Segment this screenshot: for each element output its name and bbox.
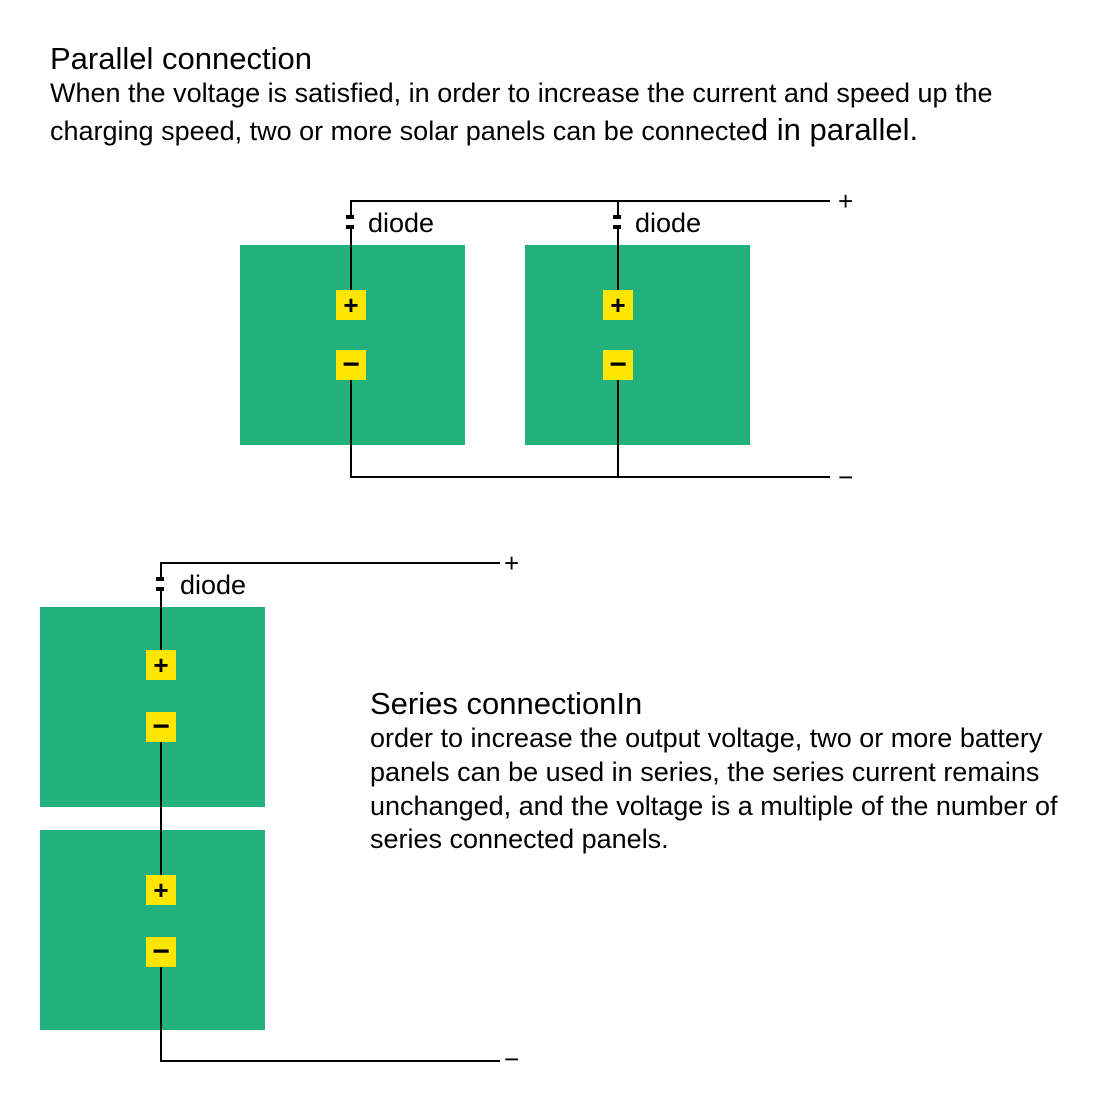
- wire: [160, 562, 500, 564]
- parallel-panel1-plus: +: [336, 290, 366, 320]
- series-desc: order to increase the output voltage, tw…: [370, 722, 1070, 857]
- parallel-diode-label-1: diode: [368, 208, 434, 239]
- series-panel-1: [40, 607, 265, 807]
- parallel-output-minus: −: [838, 462, 853, 493]
- parallel-panel-1: [240, 245, 465, 445]
- diode-icon: [156, 577, 164, 591]
- wire: [350, 200, 352, 290]
- wire: [160, 1060, 500, 1062]
- series-panel2-plus: +: [146, 875, 176, 905]
- series-text-block: Series connectionIn order to increase th…: [370, 685, 1070, 857]
- parallel-text-block: Parallel connection When the voltage is …: [50, 40, 1050, 150]
- wire: [160, 562, 162, 650]
- series-diode-label: diode: [180, 570, 246, 601]
- wire: [350, 476, 830, 478]
- wire: [160, 967, 162, 1060]
- parallel-panel2-plus: +: [603, 290, 633, 320]
- parallel-panel-2: [525, 245, 750, 445]
- series-panel1-plus: +: [146, 650, 176, 680]
- wire: [617, 380, 619, 476]
- parallel-desc-2: d in parallel.: [751, 112, 918, 147]
- wire: [350, 200, 830, 202]
- series-title: Series connectionIn: [370, 685, 1070, 722]
- series-panel2-minus: −: [146, 937, 176, 967]
- diode-icon: [346, 215, 354, 229]
- wire: [350, 380, 352, 476]
- parallel-panel2-minus: −: [603, 350, 633, 380]
- diode-icon: [613, 215, 621, 229]
- wire: [617, 200, 619, 290]
- series-panel1-minus: −: [146, 712, 176, 742]
- wire: [160, 742, 162, 875]
- parallel-output-plus: +: [838, 186, 853, 217]
- series-output-plus: +: [504, 548, 519, 579]
- parallel-title: Parallel connection: [50, 40, 1050, 77]
- series-output-minus: −: [504, 1044, 519, 1075]
- series-panel-2: [40, 830, 265, 1030]
- parallel-desc: When the voltage is satisfied, in order …: [50, 77, 1050, 150]
- parallel-panel1-minus: −: [336, 350, 366, 380]
- parallel-diode-label-2: diode: [635, 208, 701, 239]
